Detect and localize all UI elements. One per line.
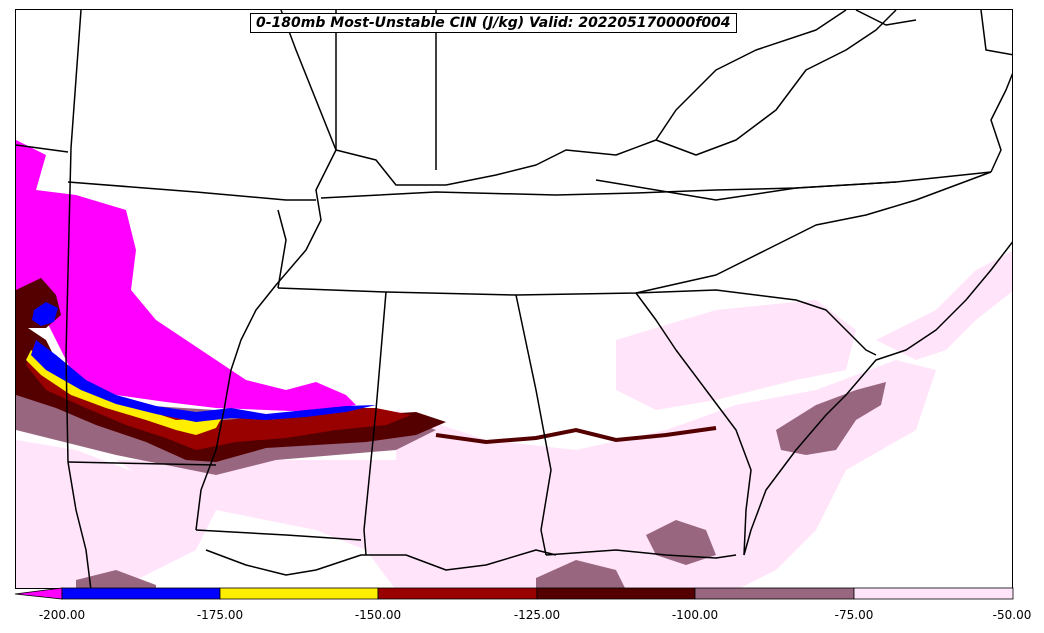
sc-nc-border — [635, 289, 877, 356]
ga-sc-border — [635, 292, 752, 556]
cin-light-pink-area-west — [16, 440, 216, 588]
cin-light-pink-area-carolina — [876, 251, 1012, 360]
cin-yellow-band — [26, 350, 226, 435]
cin-mauve-area-arkansas — [76, 570, 156, 588]
colorbar-bin-4 — [536, 587, 696, 600]
mo-south-border — [67, 181, 316, 201]
cin-light-pink-area-south — [116, 360, 936, 588]
tn-south-border — [277, 171, 992, 296]
va-nc-border — [595, 179, 897, 201]
map-title: 0-180mb Most-Unstable CIN (J/kg) Valid: … — [250, 13, 737, 33]
cin-mauve-area-sc-coast — [776, 382, 886, 455]
colorbar-bin-1 — [61, 587, 221, 600]
pa-border — [855, 10, 917, 26]
cin-dark-maroon-al-line — [435, 426, 717, 445]
colorbar-extend-min — [14, 587, 63, 600]
state-boundaries — [16, 10, 1012, 588]
ar-la-border — [67, 461, 217, 466]
cin-mauve-area-florida — [536, 560, 625, 588]
la-ms-border — [195, 529, 362, 541]
colorbar-tick-label: -175.00 — [196, 608, 244, 622]
colorbar-bin-6 — [853, 587, 1014, 600]
mo-ar-border — [16, 144, 69, 153]
ohio-river — [335, 10, 847, 186]
md-de-border — [980, 10, 1012, 56]
cin-map — [16, 10, 1012, 588]
cin-red-band — [26, 340, 411, 450]
colorbar-tick-label: -150.00 — [354, 608, 402, 622]
ms-al-border — [363, 291, 387, 556]
cin-light-pink-area-georgia — [616, 300, 856, 410]
colorbar-tick-label: -50.00 — [992, 608, 1032, 622]
mississippi-river-north — [195, 10, 337, 531]
colorbar-tick-label: -75.00 — [834, 608, 874, 622]
atlantic-coast — [743, 241, 1012, 556]
colorbar-tick-label: -125.00 — [513, 608, 561, 622]
cin-shading — [16, 140, 1012, 588]
colorbar-tick-label: -100.00 — [671, 608, 719, 622]
cin-blue-band — [31, 340, 376, 422]
colorbar-bin-3 — [377, 587, 538, 600]
ar-ok-border — [65, 10, 82, 463]
cin-blue-spot-ar — [32, 302, 58, 326]
colorbar-bin-2 — [219, 587, 379, 600]
wv-va-border — [655, 10, 897, 156]
va-coast — [990, 72, 1012, 173]
mo-ky-border — [277, 209, 287, 289]
map-panel — [15, 9, 1013, 589]
colorbar-bin-5 — [694, 587, 855, 600]
gulf-coast — [205, 549, 557, 576]
colorbar — [14, 587, 1014, 600]
cin-mauve-area-georgia — [646, 520, 716, 565]
al-ga-border — [515, 294, 552, 556]
fl-ga-border — [545, 549, 737, 559]
tx-la-border — [67, 461, 92, 588]
cin-magenta-area — [16, 140, 356, 412]
colorbar-tick-label: -200.00 — [38, 608, 86, 622]
